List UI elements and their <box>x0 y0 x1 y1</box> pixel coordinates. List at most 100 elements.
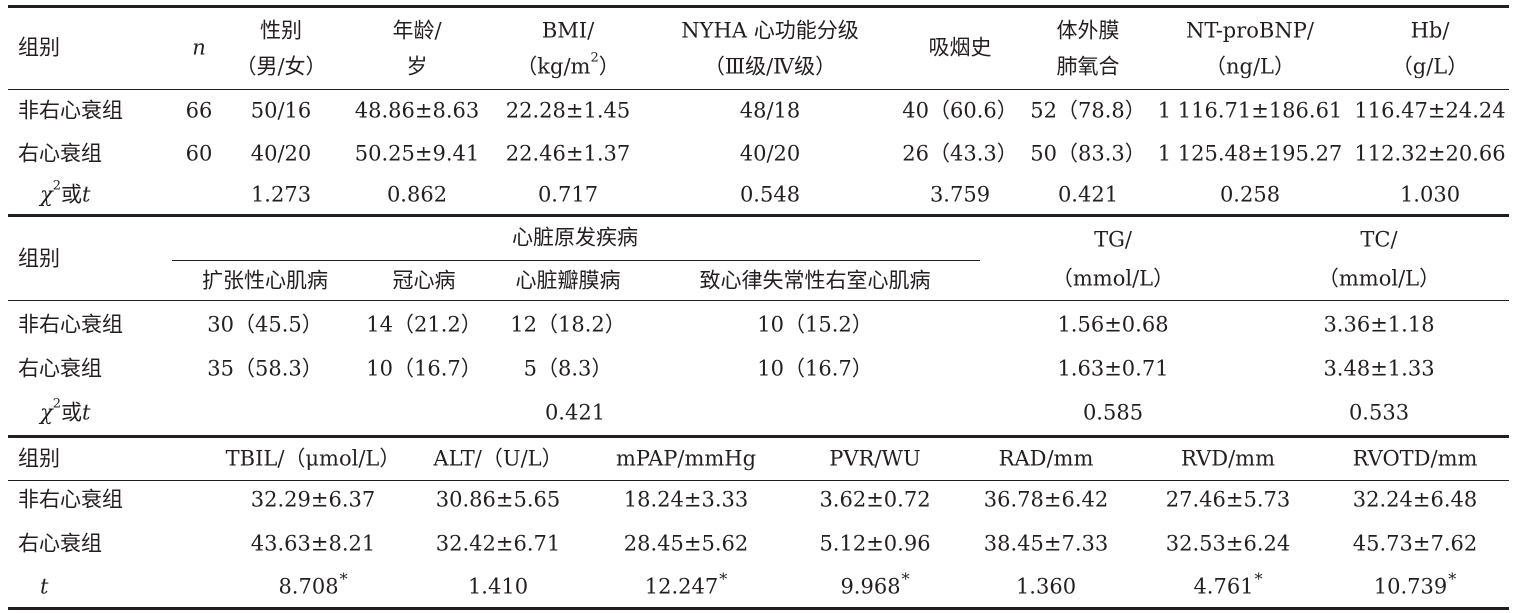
col-header-group: 组别 <box>18 446 60 471</box>
stat-tg: 0.585 <box>1082 400 1144 425</box>
top-rule <box>8 5 1509 8</box>
col-header-primary-disease: 心脏原发疾病 <box>512 225 638 250</box>
section-divider <box>8 435 1509 438</box>
cell-rvd: 27.46±5.73 <box>1165 487 1291 512</box>
cell-nyha: 48/18 <box>739 98 801 123</box>
cell-pvr: 5.12±0.96 <box>819 531 931 556</box>
cell-n: 60 <box>185 141 213 166</box>
bottom-rule <box>8 607 1509 610</box>
cell-tbil: 43.63±8.21 <box>250 531 376 556</box>
row-label: 右心衰组 <box>18 531 102 556</box>
col-header-bmi-unit: （kg/m2） <box>516 50 620 79</box>
cell-n: 66 <box>185 98 213 123</box>
cell-rvotd: 45.73±7.62 <box>1352 531 1478 556</box>
cell-ecmo: 50（83.3） <box>1030 141 1146 166</box>
cell-sex: 40/20 <box>250 141 312 166</box>
cell-arvc: 10（16.7） <box>757 356 873 381</box>
cell-age: 50.25±9.41 <box>354 141 480 166</box>
significance-mark: * <box>901 569 910 589</box>
col-header-mpap: mPAP/mmHg <box>615 446 757 471</box>
cell-ntprobnp: 1 116.71±186.61 <box>1157 98 1343 123</box>
stat-alt: 1.410 <box>467 574 529 599</box>
cell-smoking: 40（60.6） <box>902 98 1018 123</box>
cell-dcm: 30（45.5） <box>207 312 323 337</box>
col-header-rvotd: RVOTD/mm <box>1352 446 1478 471</box>
cell-tg: 1.63±0.71 <box>1057 356 1169 381</box>
cell-tc: 3.36±1.18 <box>1323 312 1435 337</box>
col-header-tc: TC/ <box>1360 227 1398 252</box>
cell-rad: 36.78±6.42 <box>983 487 1109 512</box>
stat-primary-disease: 0.421 <box>544 400 606 425</box>
col-header-arvc: 致心律失常性右室心肌病 <box>699 268 931 293</box>
cell-rvd: 32.53±6.24 <box>1165 531 1291 556</box>
col-header-ntprobnp: NT-proBNP/ <box>1186 18 1314 43</box>
col-header-smoking: 吸烟史 <box>928 35 992 60</box>
cell-valve: 5（8.3） <box>523 356 613 381</box>
col-header-rvd: RVD/mm <box>1181 446 1275 471</box>
cell-rvotd: 32.24±6.48 <box>1352 487 1478 512</box>
stat-rvotd: 10.739* <box>1373 569 1457 599</box>
significance-mark: * <box>719 569 728 589</box>
stat-label: χ2或t <box>40 396 91 425</box>
col-header-chd: 冠心病 <box>392 268 456 293</box>
cell-ntprobnp: 1 125.48±195.27 <box>1157 141 1343 166</box>
col-header-rad: RAD/mm <box>998 446 1094 471</box>
cell-smoking: 26（43.3） <box>902 141 1018 166</box>
col-header-group: 组别 <box>18 35 60 60</box>
section2-header-rule <box>8 300 1509 301</box>
cell-bmi: 22.46±1.37 <box>505 141 631 166</box>
col-header-ntprobnp-unit: （ng/L） <box>1205 54 1295 79</box>
cell-pvr: 3.62±0.72 <box>819 487 931 512</box>
col-header-tg: TG/ <box>1094 227 1132 252</box>
col-header-sex: 性别 <box>260 18 302 43</box>
stat-age: 0.862 <box>386 182 448 207</box>
col-header-tg-unit: （mmol/L） <box>1051 266 1175 291</box>
col-header-nyha-unit: （Ⅲ级/Ⅳ级） <box>703 54 837 79</box>
cell-tbil: 32.29±6.37 <box>250 487 376 512</box>
col-header-hb: Hb/ <box>1410 18 1450 43</box>
cell-tg: 1.56±0.68 <box>1057 312 1169 337</box>
col-header-pvr: PVR/WU <box>829 446 921 471</box>
cell-dcm: 35（58.3） <box>207 356 323 381</box>
cell-rad: 38.45±7.33 <box>983 531 1109 556</box>
col-header-dcm: 扩张性心肌病 <box>202 268 328 293</box>
stat-pvr: 9.968* <box>840 569 910 599</box>
row-label: 右心衰组 <box>18 356 102 381</box>
cell-sex: 50/16 <box>250 98 312 123</box>
col-header-tc-unit: （mmol/L） <box>1317 266 1441 291</box>
stat-ntprobnp: 0.258 <box>1219 182 1281 207</box>
stat-tc: 0.533 <box>1348 400 1410 425</box>
stat-ecmo: 0.421 <box>1057 182 1119 207</box>
stat-bmi: 0.717 <box>537 182 599 207</box>
col-header-sex-unit: （男/女） <box>235 54 327 79</box>
row-label: 非右心衰组 <box>18 98 123 123</box>
col-header-n: n <box>192 35 206 60</box>
cell-bmi: 22.28±1.45 <box>505 98 631 123</box>
row-label: 非右心衰组 <box>18 487 123 512</box>
section-divider <box>8 214 1509 217</box>
stat-label: t <box>40 574 49 599</box>
cell-mpap: 18.24±3.33 <box>623 487 749 512</box>
cell-ecmo: 52（78.8） <box>1030 98 1146 123</box>
stat-rad: 1.360 <box>1015 574 1077 599</box>
stat-sex: 1.273 <box>250 182 312 207</box>
cell-nyha: 40/20 <box>739 141 801 166</box>
cell-chd: 10（16.7） <box>366 356 482 381</box>
col-header-age: 年龄/ <box>392 18 442 43</box>
cell-valve: 12（18.2） <box>510 312 626 337</box>
cell-chd: 14（21.2） <box>366 312 482 337</box>
stat-label: χ2或t <box>40 178 91 207</box>
col-header-bmi: BMI/ <box>541 18 595 43</box>
significance-mark: * <box>1254 569 1263 589</box>
stat-mpap: 12.247* <box>644 569 728 599</box>
col-header-nyha: NYHA 心功能分级 <box>681 18 859 43</box>
stat-smoking: 3.759 <box>929 182 991 207</box>
stat-rvd: 4.761* <box>1193 569 1263 599</box>
significance-mark: * <box>1448 569 1457 589</box>
col-header-hb-unit: （g/L） <box>1391 54 1469 79</box>
col-header-tbil: TBIL/（μmol/L） <box>225 446 401 471</box>
cell-age: 48.86±8.63 <box>354 98 480 123</box>
row-label: 右心衰组 <box>18 141 102 166</box>
disease-subheader-rule <box>172 260 980 261</box>
